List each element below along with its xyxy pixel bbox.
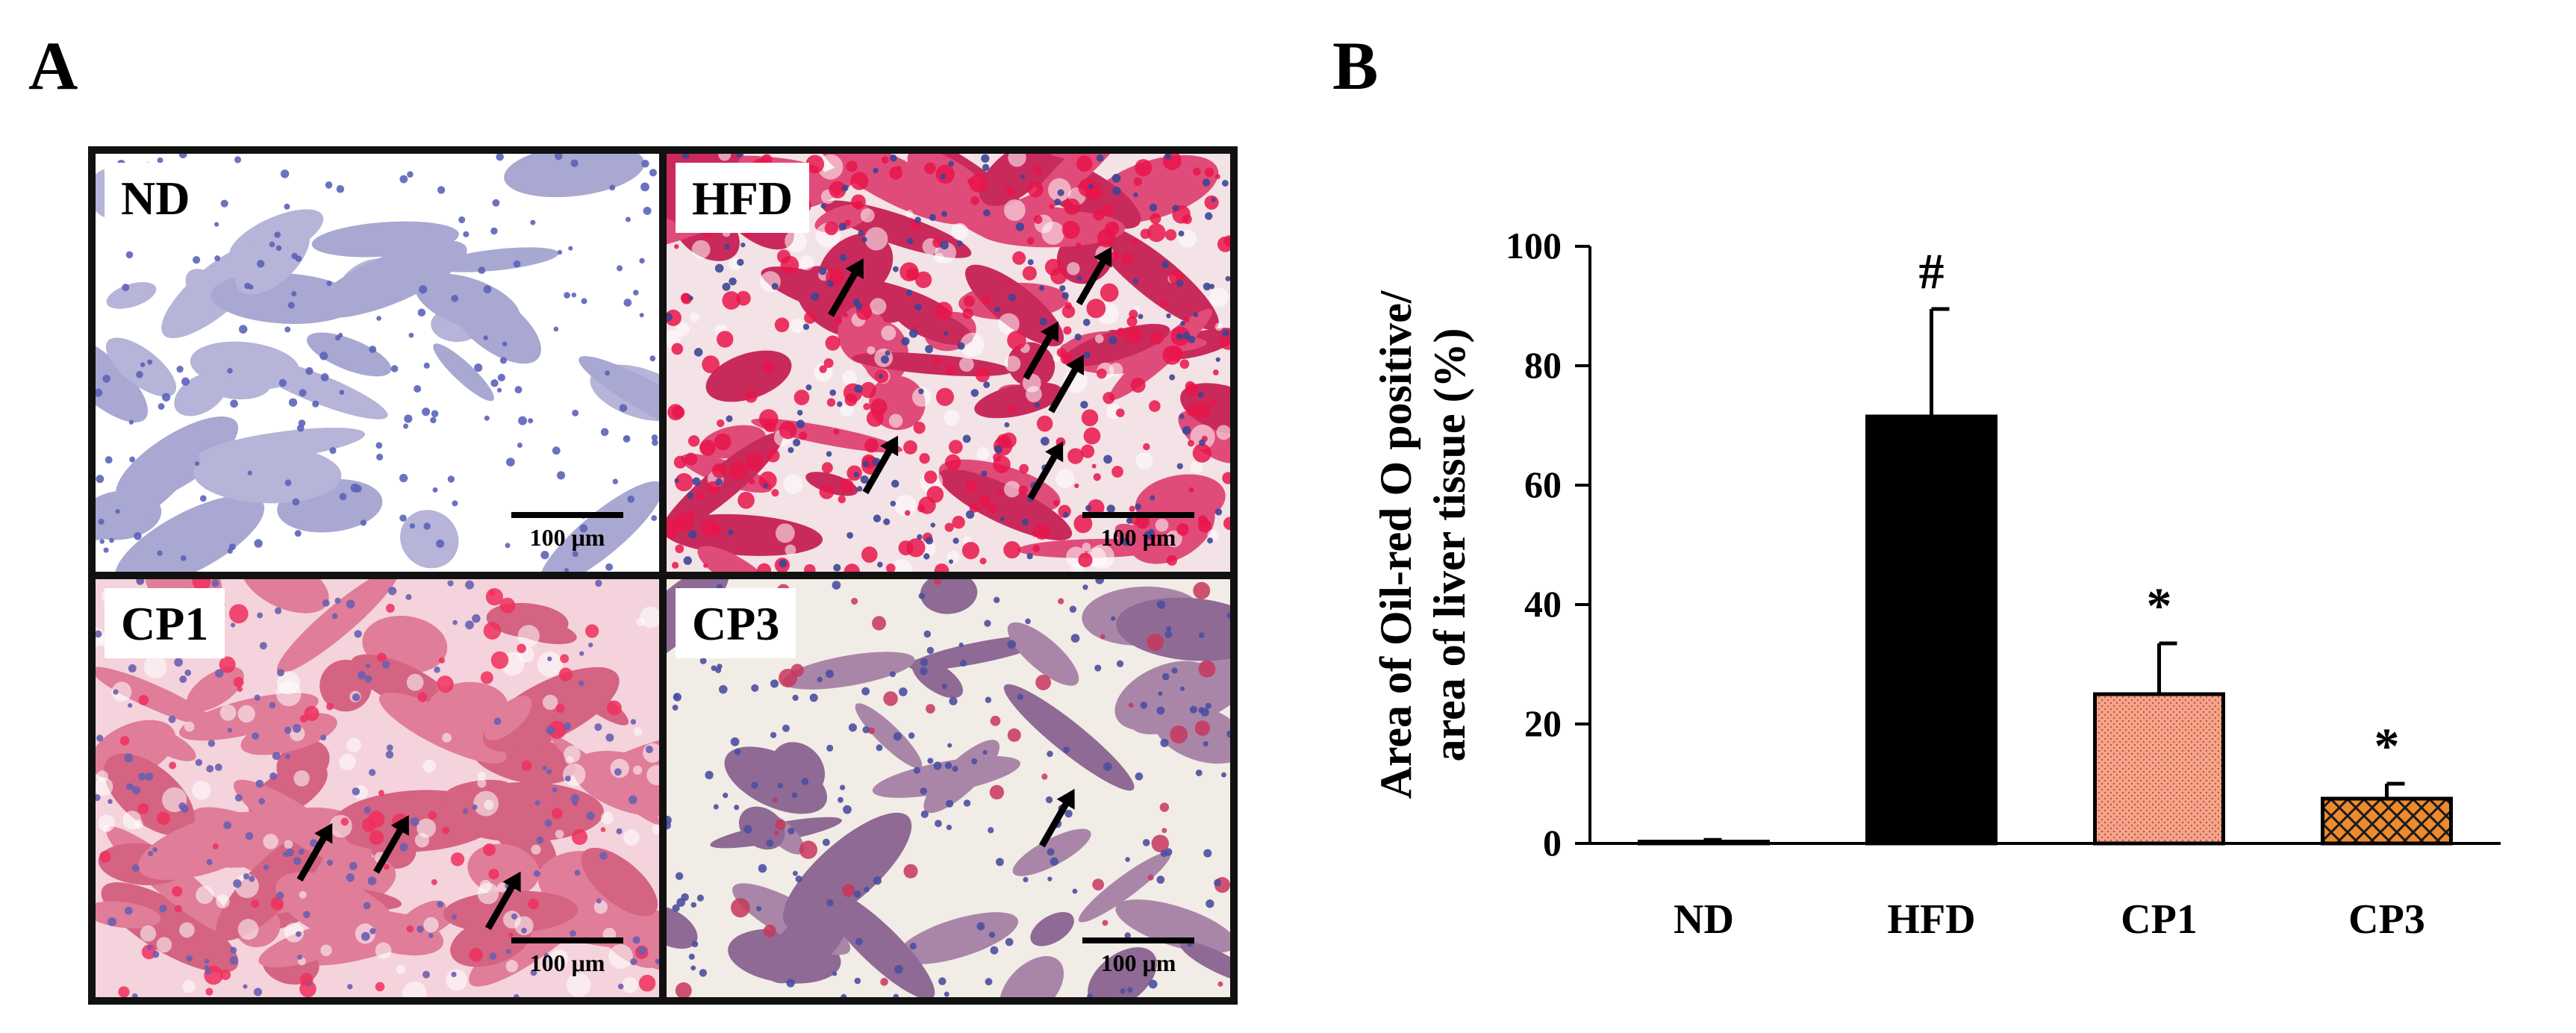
scale-bar: 100 μm [511, 937, 623, 975]
significance-mark-cp3: * [2374, 717, 2400, 774]
x-tick-label: HFD [1887, 896, 1975, 943]
significance-mark-cp1: * [2147, 577, 2172, 634]
scale-bar-line [511, 512, 623, 518]
micrograph-cp3: CP3 100 μm [667, 579, 1230, 997]
y-tick-label: 40 [1524, 583, 1562, 625]
micrograph-label: CP3 [676, 588, 796, 658]
x-tick-label: CP3 [2348, 896, 2425, 943]
y-tick-label: 80 [1524, 344, 1562, 386]
scale-bar: 100 μm [1082, 512, 1194, 549]
micrograph-label: HFD [676, 163, 810, 233]
x-tick-label: ND [1674, 896, 1734, 943]
micrograph-label: ND [105, 163, 207, 233]
arrow-icon [862, 435, 899, 495]
arrow-icon [1048, 355, 1085, 413]
scale-bar-text: 100 μm [1100, 949, 1176, 976]
arrow-icon [828, 258, 864, 317]
bar-hfd [1865, 414, 1998, 846]
y-tick-label: 20 [1524, 702, 1562, 744]
panel-letter-a: A [28, 28, 78, 104]
y-axis-label: Area of Oil-red O positive/area of liver… [1371, 290, 1474, 799]
y-tick-label: 100 [1506, 225, 1562, 266]
scale-bar-line [511, 937, 623, 943]
scale-bar-text: 100 μm [529, 524, 605, 551]
arrow-icon [1023, 321, 1059, 381]
scale-bar-line [1082, 937, 1194, 943]
bar-nd [1638, 840, 1770, 846]
arrow-icon [484, 871, 521, 931]
bar-cp1 [2093, 692, 2225, 846]
scale-bar: 100 μm [511, 512, 623, 549]
arrow-icon [1038, 788, 1075, 848]
micrograph-nd: ND 100 μm [96, 154, 659, 572]
arrow-icon [296, 823, 333, 882]
scale-bar-line [1082, 512, 1194, 518]
y-tick-label: 0 [1543, 822, 1562, 864]
bar-cp3 [2321, 796, 2453, 846]
bar-chart: 0 20 40 60 80 100 Area of Oil-red O positive/a… [1371, 225, 2501, 943]
tissue-image-nd [96, 154, 659, 572]
x-tick-label: CP1 [2121, 896, 2198, 943]
micrograph-hfd: HFD 100 μm [667, 154, 1230, 572]
micrograph-cp1: CP1 100 μm [96, 579, 659, 997]
significance-mark-hfd: # [1919, 243, 1945, 299]
arrow-icon [1076, 246, 1112, 306]
arrow-icon [1027, 441, 1064, 500]
scale-bar: 100 μm [1082, 937, 1194, 975]
micrograph-grid: ND 100 μm HFD 100 μm CP1 100 μm CP3 100 … [88, 146, 1238, 1005]
y-tick-label: 60 [1524, 464, 1562, 505]
micrograph-label: CP1 [105, 588, 225, 658]
scale-bar-text: 100 μm [1100, 524, 1176, 551]
scale-bar-text: 100 μm [529, 949, 605, 976]
panel-letter-b: B [1332, 28, 1379, 104]
arrow-icon [373, 815, 409, 874]
